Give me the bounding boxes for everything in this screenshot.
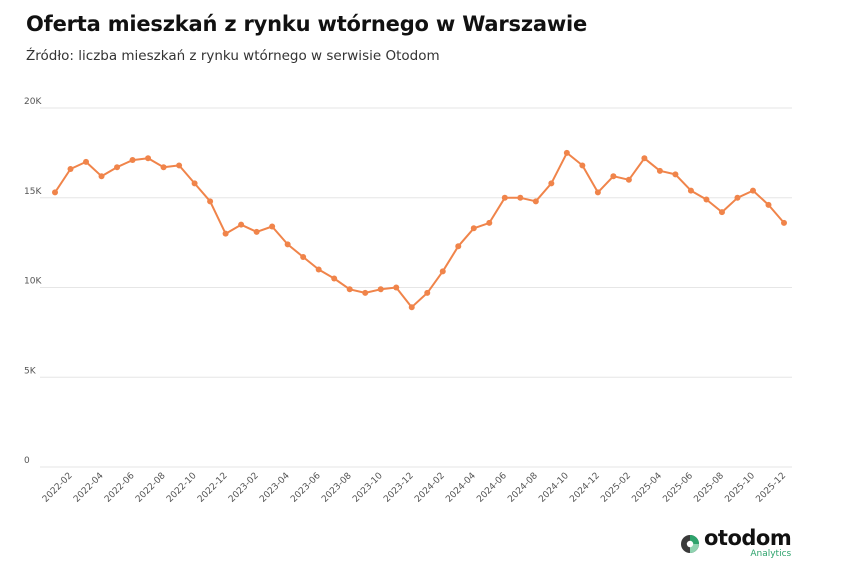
data-point [610,173,617,180]
line-chart: 0 5K 10K 15K 20K 2022-022022-042022-062022-0… [24,97,792,505]
data-point [377,286,384,293]
otodom-logo-icon [681,534,699,553]
x-tick-label: 2023-10 [351,471,385,505]
x-tick-label: 2022-02 [41,471,75,505]
data-point [672,171,679,178]
x-tick-label: 2022-06 [103,471,137,505]
data-point [532,198,539,205]
x-axis-ticks: 2022-022022-042022-062022-082022-102022-… [41,471,788,505]
data-point [470,225,477,232]
data-point [625,176,632,183]
data-point [222,230,229,237]
x-tick-label: 2025-08 [692,471,726,505]
data-point [300,253,307,260]
data-point [439,268,446,275]
x-tick-label: 2022-12 [196,471,230,505]
data-point [641,155,648,162]
x-tick-label: 2024-12 [568,471,602,505]
data-point [98,173,105,180]
data-point [408,304,415,311]
y-tick-label: 0 [24,456,30,466]
x-tick-label: 2022-04 [72,471,106,505]
x-tick-label: 2023-08 [320,471,354,505]
data-point [687,187,694,194]
data-point [114,164,121,171]
x-tick-label: 2023-06 [289,471,323,505]
data-point [253,228,260,235]
x-tick-label: 2022-10 [165,471,199,505]
x-tick-label: 2024-08 [506,471,540,505]
data-point [315,266,322,273]
data-point [52,189,58,196]
x-tick-label: 2025-10 [723,471,757,505]
data-point [765,201,772,208]
data-point [486,219,493,226]
chart-subtitle: Źródło: liczba mieszkań z rynku wtórnego… [26,48,440,64]
logo-sub: Analytics [750,549,792,559]
otodom-logo: otodom Analytics [680,526,792,559]
x-tick-label: 2024-10 [537,471,571,505]
data-point [579,162,586,169]
data-point [781,219,787,226]
data-point [331,275,338,282]
data-point [594,189,601,196]
data-point [83,158,90,165]
data-point [207,198,214,205]
data-point [269,223,276,230]
y-tick-label: 15K [24,187,42,197]
data-point [749,187,756,194]
data-point [160,164,167,171]
y-tick-label: 10K [24,277,42,287]
x-tick-label: 2024-06 [475,471,509,505]
data-point [656,167,663,174]
data-point [424,289,431,296]
data-point [129,157,136,164]
x-tick-label: 2025-12 [754,471,788,505]
x-tick-label: 2023-04 [258,471,292,505]
chart-title: Oferta mieszkań z rynku wtórnego w Warsz… [26,12,588,36]
x-tick-label: 2024-02 [413,471,447,505]
data-point [548,180,555,187]
x-tick-label: 2025-06 [661,471,695,505]
x-tick-label: 2025-02 [599,471,633,505]
y-tick-label: 5K [24,366,37,376]
logo-name: otodom [704,526,792,550]
data-point [734,194,741,201]
data-point [284,241,291,248]
data-point [176,162,183,169]
data-point [238,221,245,228]
data-point [67,166,74,173]
data-point [703,196,710,203]
data-point [517,194,524,201]
series-listings [52,149,787,311]
x-tick-label: 2024-04 [444,471,478,505]
x-tick-label: 2023-12 [382,471,416,505]
y-axis-ticks: 0 5K 10K 15K 20K [24,97,42,466]
data-point [563,149,570,156]
data-point [455,243,462,250]
x-tick-label: 2022-08 [134,471,168,505]
x-tick-label: 2025-04 [630,471,664,505]
data-point [145,155,152,162]
data-point [501,194,508,201]
data-point [362,289,369,296]
y-tick-label: 20K [24,97,42,107]
data-point [346,286,353,293]
x-tick-label: 2023-02 [227,471,261,505]
data-point [393,284,400,291]
grid-lines [40,107,792,468]
data-point [718,209,725,216]
data-point [191,180,198,187]
